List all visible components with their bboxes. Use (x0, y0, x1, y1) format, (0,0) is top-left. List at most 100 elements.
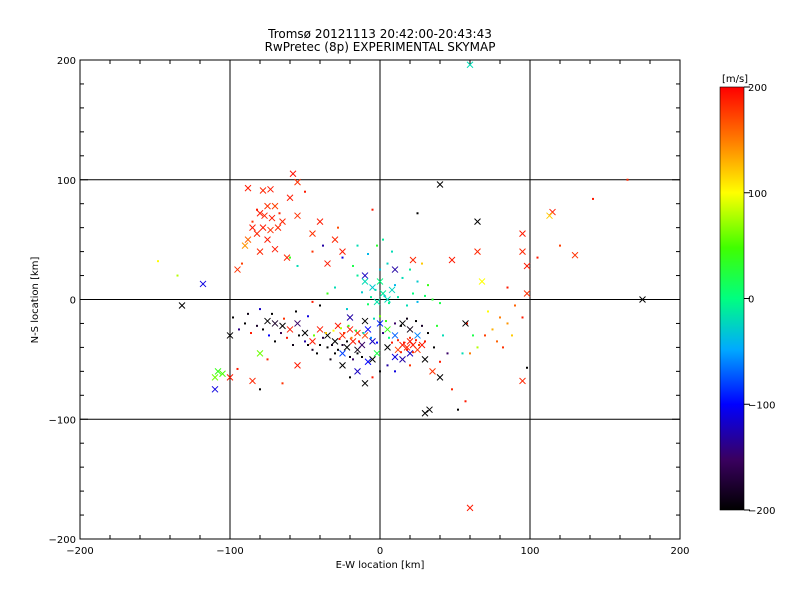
data-point-cross (324, 260, 331, 267)
data-point-cross (283, 254, 291, 261)
data-point-cross (346, 314, 354, 321)
data-point-dot (289, 256, 291, 259)
data-point-dot (259, 388, 261, 391)
data-point-cross (271, 320, 279, 327)
data-point-dot (397, 339, 399, 342)
data-points (157, 61, 646, 512)
data-point-dot (376, 244, 378, 247)
data-point-dot (371, 208, 374, 211)
data-point-dot (386, 364, 389, 367)
data-point-cross (429, 367, 436, 375)
data-point-cross (639, 296, 646, 303)
data-point-dot (251, 220, 254, 223)
data-point-dot (268, 334, 270, 337)
data-point-cross (178, 302, 186, 309)
data-point-cross (409, 256, 417, 264)
data-point-cross (244, 236, 252, 243)
data-point-dot (346, 340, 348, 343)
data-point-dot (322, 336, 324, 339)
data-point-dot (271, 312, 273, 315)
data-point-cross (309, 230, 316, 237)
data-point-dot (418, 344, 420, 347)
colorbar: [m/s] 200 100 0 −100 −200 (719, 74, 775, 517)
data-point-dot (356, 244, 359, 247)
data-point-dot (476, 346, 479, 349)
data-point-dot (283, 317, 285, 320)
data-point-dot (373, 317, 375, 320)
data-point-cross (369, 338, 376, 345)
data-point-cross (267, 226, 274, 234)
data-point-dot (241, 262, 243, 265)
colorbar-label: [m/s] (722, 74, 748, 85)
data-point-dot (403, 341, 405, 344)
data-point-dot (466, 322, 468, 325)
data-point-dot (292, 344, 294, 347)
data-point-dot (406, 348, 408, 351)
data-point-cross (361, 317, 369, 325)
y-axis-label: N-S location [km] (30, 257, 41, 344)
data-point-dot (416, 300, 419, 303)
data-point-dot (511, 334, 513, 337)
data-point-dot (409, 336, 411, 339)
x-tick-label: 0 (377, 546, 383, 557)
data-point-dot (361, 355, 363, 358)
data-point-cross (519, 230, 526, 237)
data-point-cross (289, 170, 297, 178)
data-point-dot (367, 303, 369, 306)
data-point-dot (176, 274, 179, 277)
data-point-cross (234, 266, 241, 273)
data-point-dot (499, 316, 501, 319)
data-point-dot (338, 338, 341, 341)
data-point-dot (280, 332, 282, 335)
data-point-dot (506, 286, 509, 289)
data-point-dot (394, 284, 396, 287)
data-point-cross (256, 248, 264, 255)
data-point-cross (523, 290, 531, 297)
data-point-cross (339, 350, 346, 357)
data-point-dot (334, 352, 336, 355)
data-point-dot (436, 324, 438, 327)
data-point-dot (472, 334, 474, 337)
data-point-dot (397, 296, 399, 299)
data-point-dot (385, 320, 387, 323)
data-point-cross (391, 332, 399, 339)
axis-ticks (79, 59, 681, 540)
data-point-cross (466, 504, 474, 512)
data-point-dot (484, 334, 486, 337)
data-point-dot (350, 336, 353, 339)
data-point-dot (238, 328, 240, 331)
data-point-cross (264, 202, 271, 210)
data-point-dot (307, 315, 309, 318)
y-tick-labels: −200 −100 0 100 200 (49, 56, 76, 546)
data-point-cross (384, 344, 391, 351)
chart-title: Tromsø 20121113 20:42:00-20:43:43 (267, 27, 492, 41)
data-point-cross (571, 251, 579, 259)
colorbar-tick-label: 100 (748, 189, 767, 200)
data-point-dot (439, 360, 441, 363)
data-point-cross (244, 184, 252, 192)
data-point-dot (361, 291, 363, 294)
data-point-dot (332, 329, 335, 332)
data-point-dot (319, 344, 321, 347)
y-tick-label: −200 (49, 535, 76, 546)
data-point-cross (226, 332, 234, 339)
data-point-dot (421, 324, 423, 327)
data-point-dot (236, 367, 239, 370)
data-point-dot (343, 332, 345, 335)
data-point-dot (337, 226, 339, 229)
data-point-cross (418, 341, 426, 349)
data-point-dot (256, 208, 258, 211)
colorbar-ticks: 200 100 0 −100 −200 (744, 83, 775, 517)
data-point-dot (406, 304, 408, 307)
data-point-dot (298, 334, 300, 337)
data-point-dot (311, 300, 314, 303)
data-point-dot (311, 348, 314, 351)
data-point-cross (331, 338, 339, 345)
colorbar-tick-label: 0 (748, 295, 754, 306)
data-point-dot (356, 274, 359, 277)
data-point-dot (286, 336, 288, 339)
data-point-dot (415, 339, 417, 342)
data-point-dot (331, 344, 333, 347)
data-point-cross (316, 218, 324, 226)
data-point-cross (373, 350, 381, 357)
